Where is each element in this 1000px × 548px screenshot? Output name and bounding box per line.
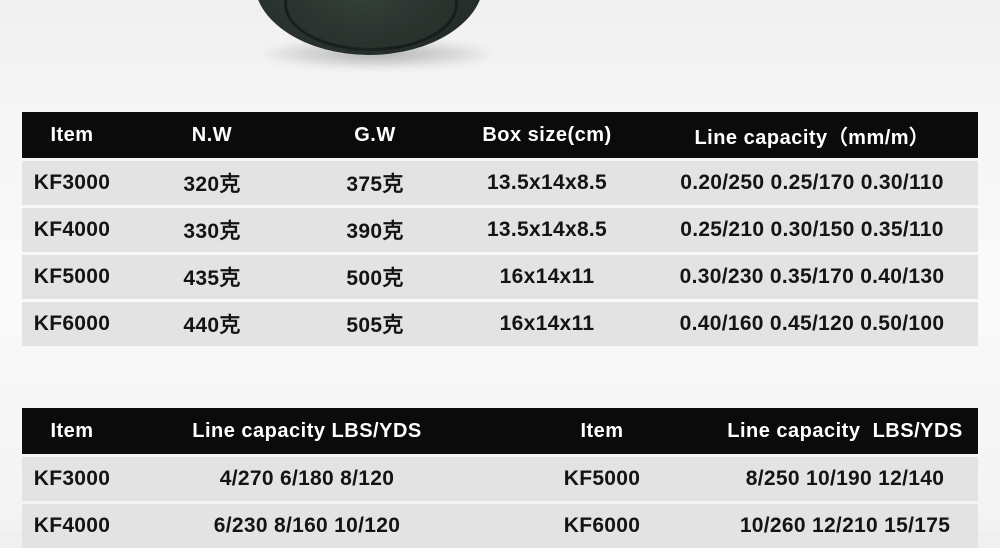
header-item-left: Item xyxy=(50,419,94,442)
box-size-cell: 13.5x14x8.5 xyxy=(486,218,608,241)
line-capacity-cell-left: 6/230 8/160 10/120 xyxy=(213,514,401,537)
item-cell-right: KF6000 xyxy=(563,514,641,537)
gross-weight-cell: 500克 xyxy=(346,267,404,290)
line-capacity-cell: 0.20/250 0.25/170 0.30/110 xyxy=(680,171,944,194)
item-cell-right: KF5000 xyxy=(563,467,641,490)
header-net-weight: N.W xyxy=(191,123,233,146)
box-size-cell: 13.5x14x8.5 xyxy=(486,171,608,194)
table-row: KF3000 320克 375克 13.5x14x8.5 0.20/250 0.… xyxy=(22,161,978,205)
line-capacity-table: Item Line capacity LBS/YDS Item Line cap… xyxy=(22,408,978,548)
net-weight-cell: 330克 xyxy=(183,220,241,243)
net-weight-cell: 440克 xyxy=(183,314,241,337)
table-row: KF3000 4/270 6/180 8/120 KF5000 8/250 10… xyxy=(22,457,978,501)
spec-table: Item N.W G.W Box size(cm) Line capacity（… xyxy=(22,112,978,346)
header-gross-weight: G.W xyxy=(354,123,396,146)
line-capacity-cell-left: 4/270 6/180 8/120 xyxy=(219,467,395,490)
line-capacity-cell: 0.30/230 0.35/170 0.40/130 xyxy=(679,265,945,288)
net-weight-cell: 435克 xyxy=(183,267,241,290)
header-item-right: Item xyxy=(580,419,624,442)
gross-weight-cell: 375克 xyxy=(346,173,404,196)
header-item: Item xyxy=(50,123,94,146)
header-box-size: Box size(cm) xyxy=(482,123,612,146)
table-row: KF4000 330克 390克 13.5x14x8.5 0.25/210 0.… xyxy=(22,208,978,252)
item-cell: KF3000 xyxy=(33,171,111,194)
box-size-cell: 16x14x11 xyxy=(499,312,595,335)
header-line-capacity-left: Line capacity LBS/YDS xyxy=(192,419,422,442)
gross-weight-cell: 390克 xyxy=(346,220,404,243)
header-line-capacity: Line capacity（mm/m） xyxy=(694,126,930,149)
line-table-header: Item Line capacity LBS/YDS Item Line cap… xyxy=(22,408,978,454)
line-capacity-cell-right: 8/250 10/190 12/140 xyxy=(745,467,945,490)
header-line-capacity-right: Line capacity LBS/YDS xyxy=(727,419,963,442)
gross-weight-cell: 505克 xyxy=(346,314,404,337)
table-row: KF6000 440克 505克 16x14x11 0.40/160 0.45/… xyxy=(22,302,978,346)
line-capacity-cell-right: 10/260 12/210 15/175 xyxy=(739,514,951,537)
item-cell-left: KF3000 xyxy=(33,467,111,490)
table-row: KF4000 6/230 8/160 10/120 KF6000 10/260 … xyxy=(22,504,978,548)
item-cell: KF5000 xyxy=(33,265,111,288)
item-cell-left: KF4000 xyxy=(33,514,111,537)
line-capacity-cell: 0.40/160 0.45/120 0.50/100 xyxy=(679,312,945,335)
spec-table-header: Item N.W G.W Box size(cm) Line capacity（… xyxy=(22,112,978,158)
net-weight-cell: 320克 xyxy=(183,173,241,196)
box-size-cell: 16x14x11 xyxy=(499,265,595,288)
line-capacity-cell: 0.25/210 0.30/150 0.35/110 xyxy=(680,218,944,241)
product-photo-area xyxy=(0,0,1000,105)
item-cell: KF6000 xyxy=(33,312,111,335)
table-row: KF5000 435克 500克 16x14x11 0.30/230 0.35/… xyxy=(22,255,978,299)
item-cell: KF4000 xyxy=(33,218,111,241)
